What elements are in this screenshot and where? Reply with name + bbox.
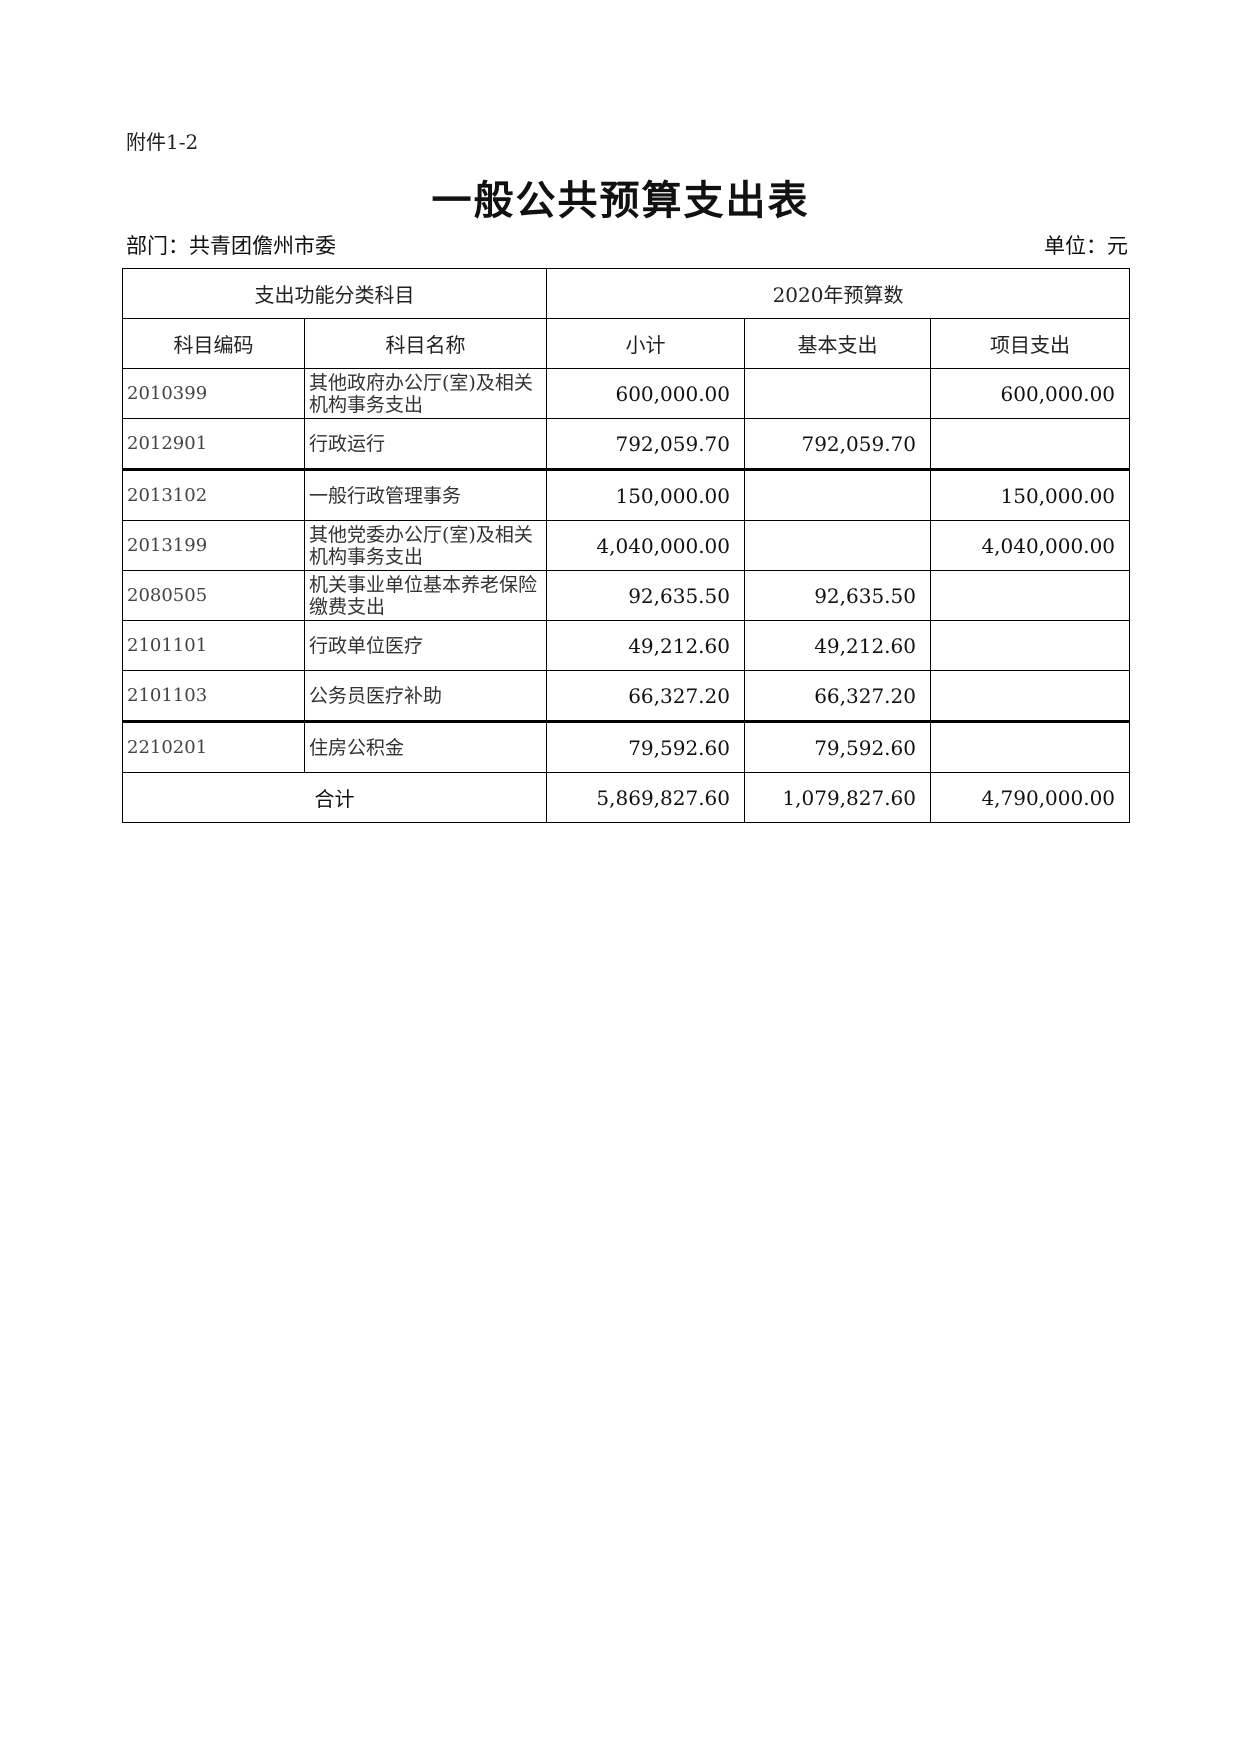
cell-name: 公务员医疗补助 [304,670,547,723]
cell-subtotal: 79,592.60 [546,721,745,773]
cell-subtotal: 66,327.20 [546,670,745,723]
total-row: 合计 5,869,827.60 1,079,827.60 4,790,000.00 [122,772,1131,823]
cell-name: 其他党委办公厅(室)及相关机构事务支出 [304,520,547,571]
cell-name: 机关事业单位基本养老保险缴费支出 [304,570,547,621]
total-label: 合计 [122,772,547,823]
group-header-budget: 2020年预算数 [545,268,1131,319]
column-header-basic: 基本支出 [744,318,931,369]
cell-name: 行政单位医疗 [304,620,547,671]
cell-name: 其他政府办公厅(室)及相关机构事务支出 [304,368,547,419]
total-subtotal: 5,869,827.60 [546,772,745,823]
cell-subtotal: 792,059.70 [546,418,745,471]
total-basic: 1,079,827.60 [744,772,931,823]
cell-code: 2080505 [122,570,305,621]
department-label: 部门：共青团儋州市委 [126,234,336,258]
cell-basic: 49,212.60 [744,620,931,671]
cell-basic [744,368,931,419]
table-row: 2010399 其他政府办公厅(室)及相关机构事务支出 600,000.00 600,… [122,368,1131,419]
cell-subtotal: 150,000.00 [546,469,745,521]
cell-name: 行政运行 [304,418,547,471]
cell-project [929,670,1131,723]
cell-basic: 79,592.60 [744,721,931,773]
group-header-row: 支出功能分类科目 2020年预算数 [122,268,1131,319]
group-header-classification: 支出功能分类科目 [122,268,547,319]
cell-code: 2101101 [122,620,305,671]
cell-project [929,721,1131,773]
cell-project: 150,000.00 [929,469,1131,521]
cell-basic: 792,059.70 [744,418,931,471]
table-row: 2013102 一般行政管理事务 150,000.00 150,000.00 [122,469,1131,521]
cell-basic [744,520,931,571]
cell-subtotal: 4,040,000.00 [546,520,745,571]
table-row: 2210201 住房公积金 79,592.60 79,592.60 [122,721,1131,773]
cell-code: 2101103 [122,670,305,723]
cell-subtotal: 92,635.50 [546,570,745,621]
cell-code: 2013102 [122,469,305,521]
table-row: 2101101 行政单位医疗 49,212.60 49,212.60 [122,620,1131,671]
table-row: 2013199 其他党委办公厅(室)及相关机构事务支出 4,040,000.00 4,… [122,520,1131,571]
column-header-name: 科目名称 [304,318,547,369]
cell-project [929,418,1131,471]
unit-label: 单位：元 [1044,234,1128,258]
budget-table: 支出功能分类科目 2020年预算数 科目编码 科目名称 小计 基本支出 项目支出… [122,268,1131,823]
cell-basic [744,469,931,521]
cell-subtotal: 600,000.00 [546,368,745,419]
table-row: 2101103 公务员医疗补助 66,327.20 66,327.20 [122,670,1131,723]
column-header-code: 科目编码 [122,318,305,369]
table-row: 2080505 机关事业单位基本养老保险缴费支出 92,635.50 92,635.5… [122,570,1131,621]
cell-project: 600,000.00 [929,368,1131,419]
cell-subtotal: 49,212.60 [546,620,745,671]
cell-code: 2012901 [122,418,305,471]
attachment-label: 附件1-2 [126,130,199,154]
cell-name: 一般行政管理事务 [304,469,547,521]
cell-code: 2010399 [122,368,305,419]
column-header-subtotal: 小计 [546,318,745,369]
cell-name: 住房公积金 [304,721,547,773]
table-row: 2012901 行政运行 792,059.70 792,059.70 [122,418,1131,471]
cell-basic: 66,327.20 [744,670,931,723]
cell-code: 2013199 [122,520,305,571]
column-header-row: 科目编码 科目名称 小计 基本支出 项目支出 [122,318,1131,369]
total-project: 4,790,000.00 [929,772,1131,823]
cell-code: 2210201 [122,721,305,773]
page-title: 一般公共预算支出表 [431,177,810,224]
cell-project: 4,040,000.00 [929,520,1131,571]
cell-project [929,570,1131,621]
cell-project [929,620,1131,671]
cell-basic: 92,635.50 [744,570,931,621]
column-header-project: 项目支出 [929,318,1131,369]
